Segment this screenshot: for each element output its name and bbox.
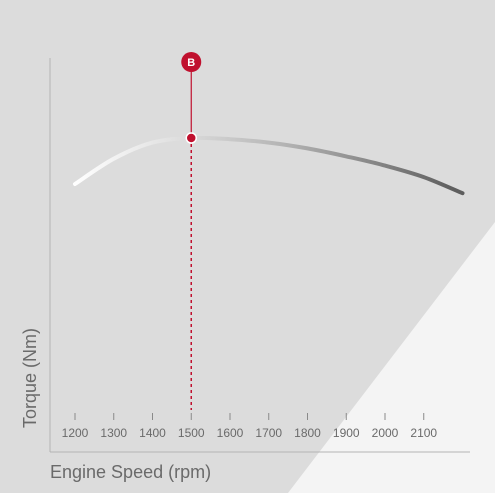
x-axis-ticks: 1200 1300 1400 1500 1600 1700 1800 1900 2000 2100 (62, 413, 437, 440)
x-tick-label: 1600 (217, 426, 244, 440)
x-axis-title: Engine Speed (rpm) (50, 462, 211, 482)
x-tick-label: 1700 (255, 426, 282, 440)
x-tick-label: 1200 (62, 426, 89, 440)
x-tick-label: 1300 (100, 426, 127, 440)
x-tick-label: 1500 (178, 426, 205, 440)
y-axis-title: Torque (Nm) (20, 328, 40, 428)
background-light-panel (288, 222, 495, 493)
marker-badge (181, 52, 202, 72)
marker-badge-label: B (187, 57, 195, 69)
x-tick-label: 1400 (139, 426, 166, 440)
marker-point (185, 132, 197, 144)
x-tick-label: 2000 (372, 426, 399, 440)
x-tick-label: 1900 (333, 426, 360, 440)
x-tick-label: 2100 (410, 426, 437, 440)
torque-curve (73, 135, 465, 196)
x-tick-label: 1800 (294, 426, 321, 440)
